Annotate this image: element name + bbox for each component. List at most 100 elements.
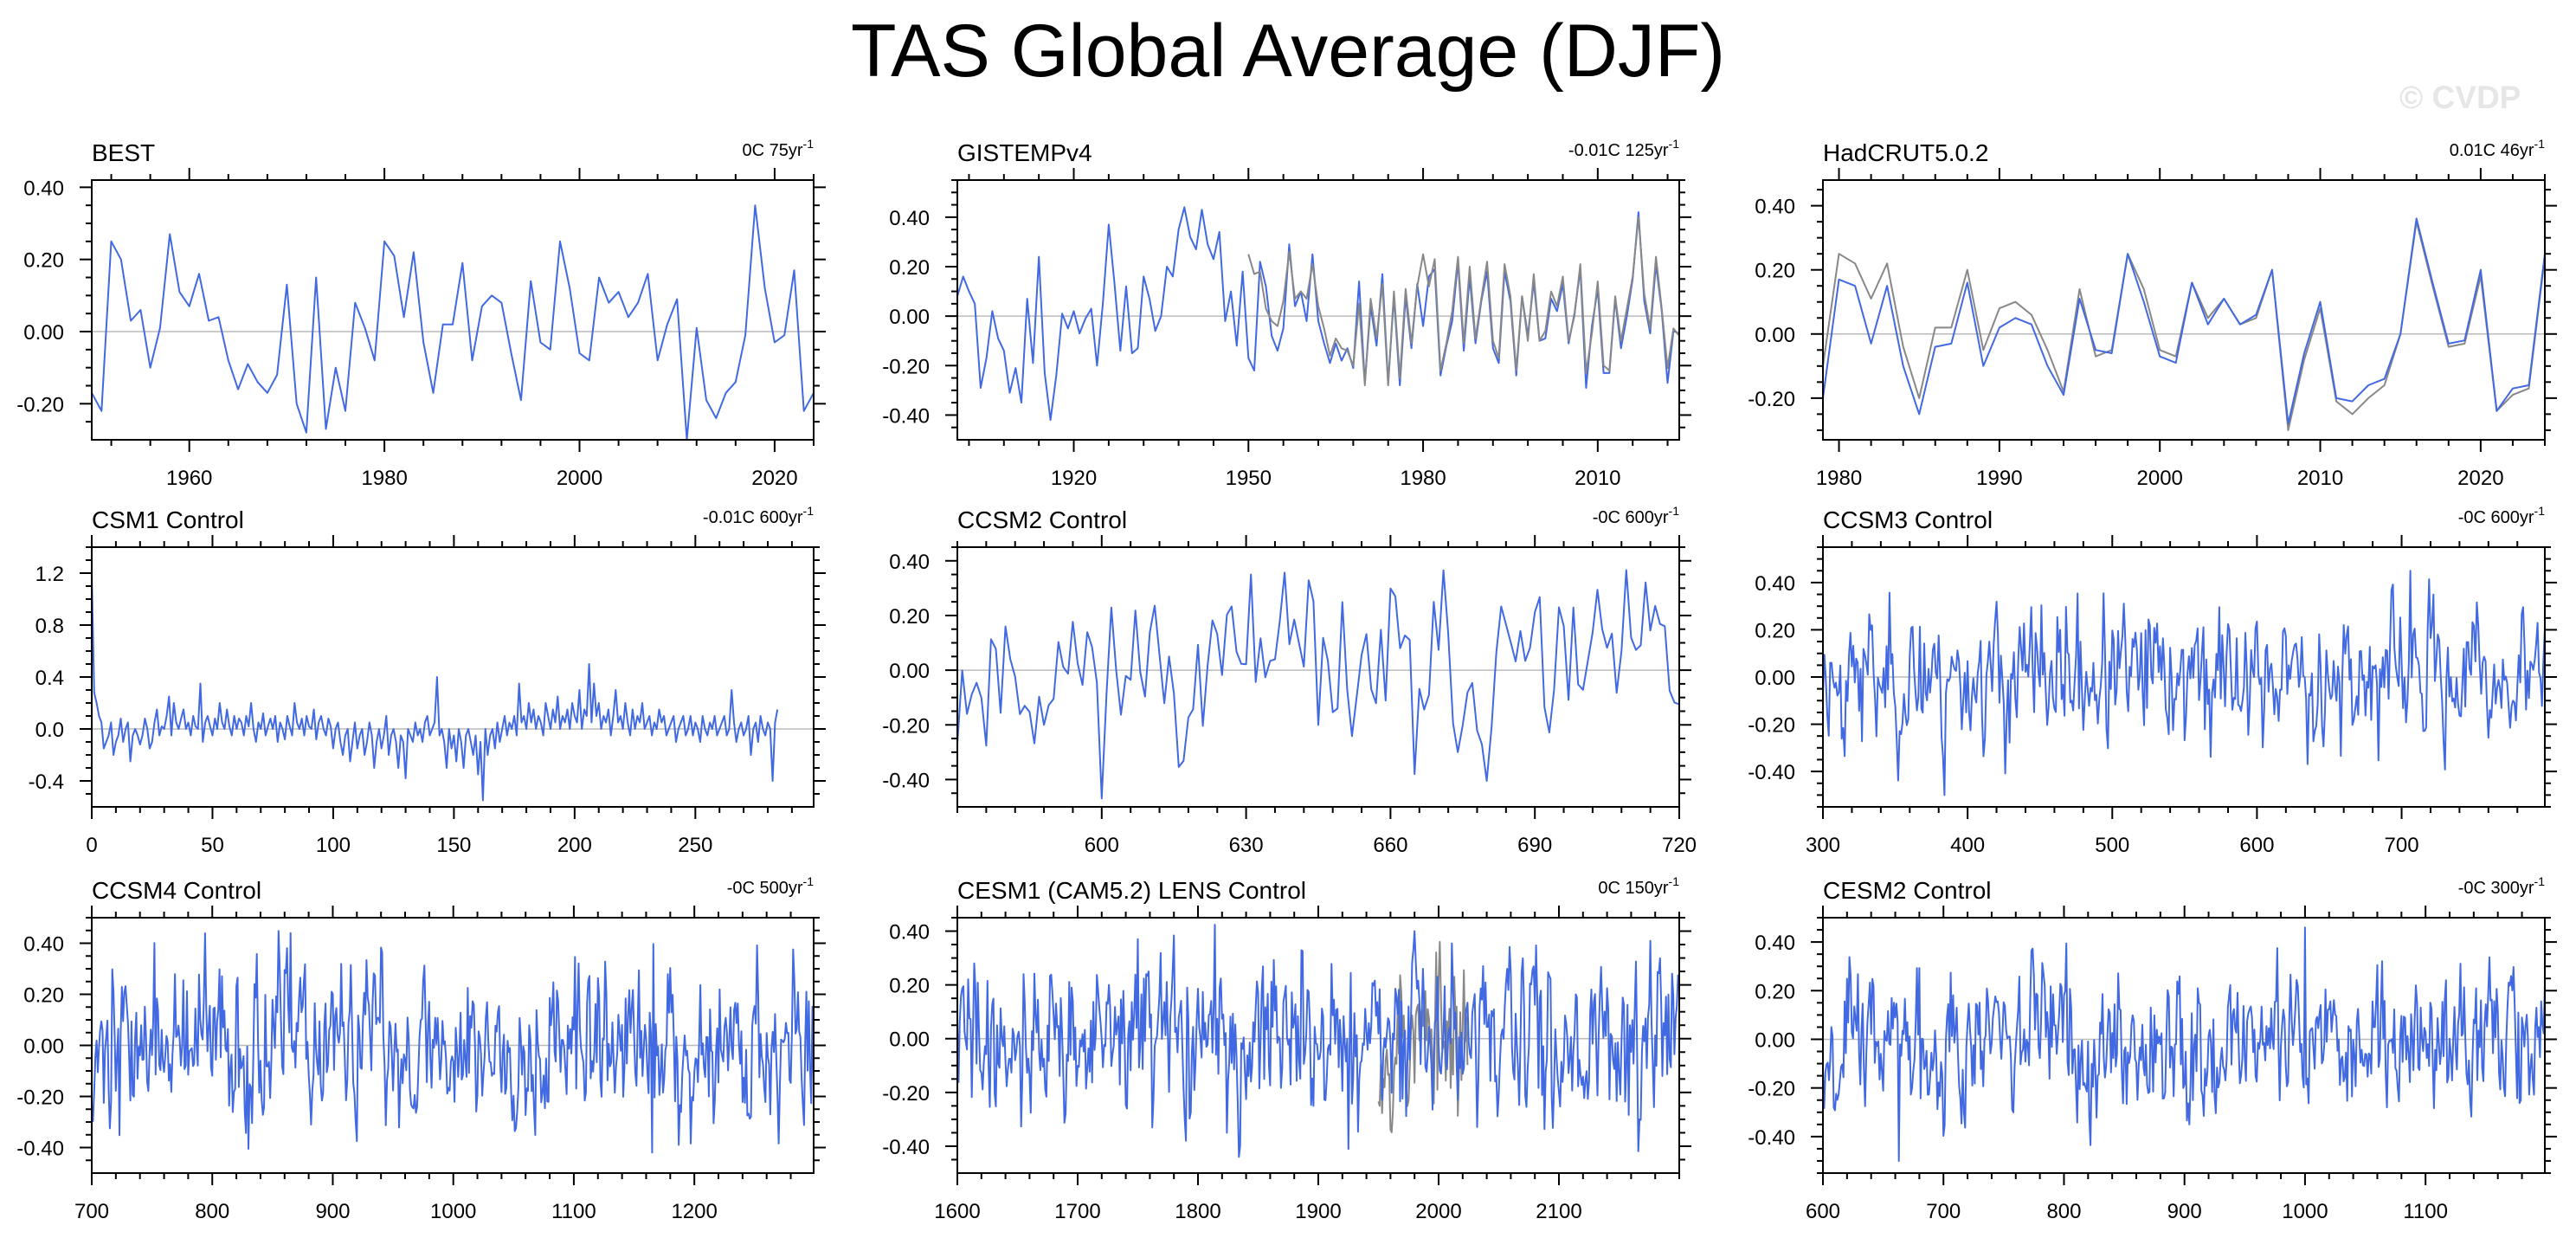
x-tick-label: 0: [86, 834, 97, 857]
y-tick-label: 0.00: [1755, 1029, 1795, 1052]
trend-exponent: -1: [2534, 137, 2546, 151]
trend-label: -0.01C 600yr-1: [703, 504, 814, 527]
panel-6: 700 800 900 1000 1100 1200 -0.40 -0.20 0.00 0.20 0…: [16, 874, 826, 1223]
panel-8: 600 700 800 900 1000 1100 -0.40 -0.20 0.00 0.20 0.…: [1748, 874, 2557, 1223]
x-tick-label: 2010: [2297, 467, 2343, 490]
trend-value: 0.01C 46yr: [2450, 141, 2534, 160]
series-line-0: [91, 930, 815, 1154]
x-tick-label: 1100: [2403, 1200, 2448, 1223]
y-tick-label: -0.20: [882, 1082, 930, 1106]
page-title: TAS Global Average (DJF): [850, 10, 1726, 93]
y-tick-label: 0.00: [889, 660, 930, 683]
plot-frame: [91, 546, 815, 808]
trend-label: 0.01C 46yr-1: [2450, 137, 2546, 160]
y-tick-label: 0.00: [1755, 324, 1795, 347]
x-tick-label: 630: [1229, 834, 1264, 857]
x-tick-label: 900: [315, 1200, 350, 1223]
x-tick-label: 1800: [1175, 1200, 1220, 1223]
trend-label: -0C 600yr-1: [1593, 504, 1679, 527]
x-tick-label: 700: [2385, 834, 2419, 857]
series-line-0: [1822, 926, 2546, 1162]
series-line-1: [1247, 216, 1680, 387]
series-line-0: [1377, 940, 1469, 1133]
trend-exponent: -1: [803, 874, 815, 888]
series-line-1: [1822, 217, 2546, 425]
y-tick-label: 0.0: [35, 719, 64, 742]
series-line-0: [956, 206, 1680, 422]
panel-7: 1600 1700 1800 1900 2000 2100 -0.40 -0.20 0.00 0.…: [882, 874, 1691, 1223]
series-line-0: [91, 204, 815, 441]
y-tick-label: 0.20: [889, 975, 930, 998]
y-tick-label: -0.20: [16, 393, 64, 416]
trend-exponent: -1: [2534, 874, 2546, 888]
y-tick-label: -0.20: [1748, 714, 1795, 738]
x-tick-label: 600: [2239, 834, 2274, 857]
y-tick-label: 0.20: [889, 256, 930, 280]
x-tick-label: 1920: [1051, 467, 1097, 490]
plot-frame: [956, 546, 1680, 808]
panel-title: CCSM2 Control: [957, 506, 1127, 533]
trend-label: 0C 75yr-1: [743, 137, 815, 160]
x-tick-label: 1980: [361, 467, 407, 490]
x-tick-label: 1990: [1976, 467, 2022, 490]
x-tick-label: 2020: [751, 467, 797, 490]
trend-exponent: -1: [803, 137, 815, 151]
x-tick-label: 600: [1806, 1200, 1840, 1223]
x-tick-label: 500: [2095, 834, 2129, 857]
x-tick-label: 690: [1517, 834, 1552, 857]
x-tick-label: 150: [436, 834, 471, 857]
y-tick-label: -0.40: [882, 404, 930, 428]
plot-frame: [956, 179, 1680, 441]
x-tick-label: 1900: [1295, 1200, 1341, 1223]
y-tick-label: 0.4: [35, 667, 64, 690]
x-tick-label: 2100: [1536, 1200, 1581, 1223]
trend-value: -0.01C 600yr: [703, 508, 803, 527]
y-tick-label: 0.40: [1755, 932, 1795, 955]
trend-exponent: -1: [803, 504, 815, 518]
x-tick-label: 900: [2167, 1200, 2202, 1223]
panel-0: 1960 1980 2000 2020 -0.20 0.00 0.20 0.40 BEST 0C …: [16, 137, 826, 490]
panel-title: GISTEMPv4: [957, 139, 1092, 166]
y-tick-label: 0.20: [23, 984, 64, 1008]
x-tick-label: 400: [1950, 834, 1985, 857]
x-tick-label: 2000: [2137, 467, 2183, 490]
x-tick-label: 800: [2046, 1200, 2081, 1223]
panel-title: CESM2 Control: [1823, 877, 1992, 904]
y-tick-label: -0.40: [16, 1138, 64, 1161]
panel-5: 300 400 500 600 700 -0.40 -0.20 0.00 0.20 0.40 CCS…: [1748, 504, 2557, 857]
trend-exponent: -1: [1669, 504, 1680, 518]
x-tick-label: 1000: [430, 1200, 476, 1223]
trend-exponent: -1: [1669, 137, 1680, 151]
panel-title: BEST: [92, 139, 155, 166]
y-tick-label: -0.40: [882, 1136, 930, 1159]
x-tick-label: 700: [1926, 1200, 1961, 1223]
x-tick-label: 1100: [551, 1200, 596, 1223]
y-tick-label: 0.40: [23, 177, 64, 200]
y-tick-label: 0.8: [35, 615, 64, 638]
x-tick-label: 700: [74, 1200, 109, 1223]
y-tick-label: 0.40: [889, 921, 930, 945]
trend-value: -0C 300yr: [2458, 879, 2534, 898]
x-tick-label: 2010: [1575, 467, 1620, 490]
panel-title: CCSM3 Control: [1823, 506, 1993, 533]
x-tick-label: 1950: [1226, 467, 1272, 490]
y-tick-label: 0.00: [889, 306, 930, 329]
y-tick-label: 0.40: [23, 933, 64, 957]
trend-value: 0C 75yr: [743, 141, 803, 160]
panel-title: HadCRUT5.0.2: [1823, 139, 1988, 166]
panel-title: CESM1 (CAM5.2) LENS Control: [957, 877, 1306, 904]
trend-value: 0C 150yr: [1598, 879, 1668, 898]
y-tick-label: -0.20: [1748, 1078, 1795, 1101]
trend-label: -0.01C 125yr-1: [1568, 137, 1679, 160]
y-tick-label: 0.00: [23, 1035, 64, 1059]
panel-title: CCSM4 Control: [92, 877, 261, 904]
trend-exponent: -1: [1669, 874, 1680, 888]
y-tick-label: -0.20: [882, 355, 930, 378]
panel-4: 600 630 660 690 720 -0.40 -0.20 0.00 0.20 0.40 CCS…: [882, 504, 1697, 857]
y-tick-label: -0.40: [1748, 761, 1795, 784]
x-tick-label: 1000: [2282, 1200, 2328, 1223]
trend-value: -0C 500yr: [727, 879, 803, 898]
trend-exponent: -1: [2534, 504, 2546, 518]
x-tick-label: 1200: [671, 1200, 717, 1223]
